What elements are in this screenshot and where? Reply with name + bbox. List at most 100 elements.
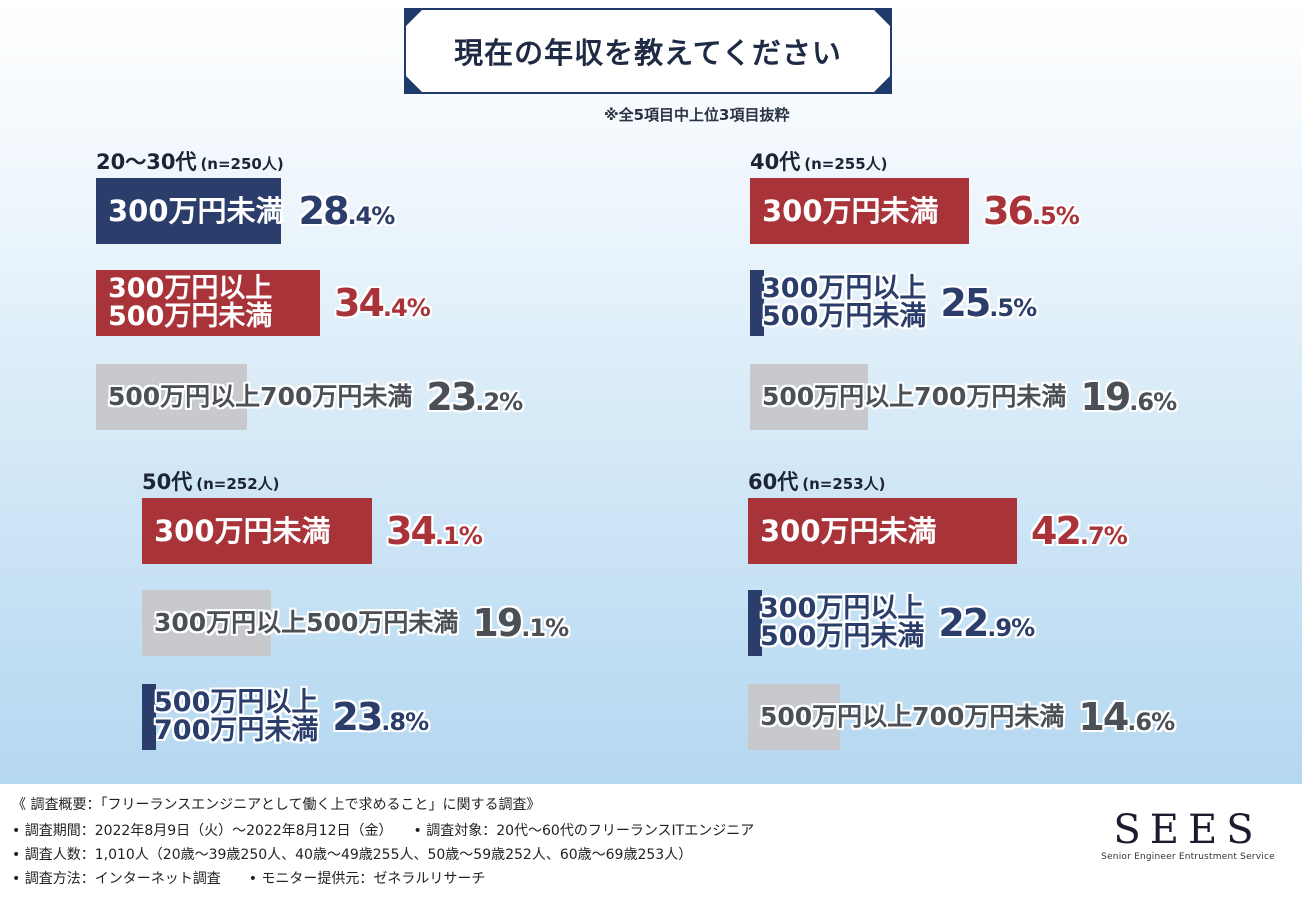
bar-value: 28.4% bbox=[298, 178, 396, 244]
group-sample-size: (n=255人) bbox=[804, 155, 888, 173]
bar bbox=[750, 364, 868, 430]
bar-row: 500万円以上 700万円未満 23.8% bbox=[142, 684, 702, 750]
bar-value: 34.4% bbox=[334, 270, 431, 336]
bar-label: 300万円未満 bbox=[760, 513, 937, 548]
title-box: 現在の年収を教えてください bbox=[404, 8, 892, 94]
value-decimal: .1% bbox=[434, 522, 483, 550]
bar bbox=[96, 270, 320, 336]
bar-label: 300万円以上 500万円未満 bbox=[762, 272, 927, 332]
corner-decoration bbox=[873, 9, 891, 27]
bar-value: 42.7% bbox=[1031, 498, 1128, 564]
bar-row: 500万円以上700万円未満 23.2% bbox=[96, 364, 656, 430]
value-decimal: .6% bbox=[1127, 708, 1175, 736]
bar-row: 300万円以上 500万円未満 25.5% bbox=[750, 270, 1302, 336]
logo-text: SEES bbox=[1113, 807, 1263, 853]
value-integer: 23 bbox=[426, 375, 477, 419]
value-integer: 14 bbox=[1078, 695, 1129, 739]
bar bbox=[142, 498, 372, 564]
bar-label: 300万円以上 500万円未満 bbox=[760, 592, 925, 652]
group-age-label: 40代 bbox=[750, 150, 801, 174]
bar-label: 300万円未満 bbox=[762, 193, 939, 228]
bar bbox=[750, 178, 969, 244]
value-decimal: .5% bbox=[989, 294, 1037, 322]
survey-footer: 《 調査概要：「フリーランスエンジニアとして働く上で求めること」に関する調査》 … bbox=[0, 784, 1302, 900]
value-integer: 22 bbox=[938, 601, 989, 645]
bar-label: 300万円未満 bbox=[108, 193, 285, 228]
bar-row: 300万円未満 36.5% bbox=[750, 178, 1302, 244]
bar-value: 36.5% bbox=[983, 178, 1080, 244]
group-heading: 60代 (n=253人) bbox=[748, 466, 886, 496]
bar-label: 300万円以上500万円未満 bbox=[154, 607, 459, 637]
footer-line: 《 調査概要：「フリーランスエンジニアとして働く上で求めること」に関する調査》 bbox=[12, 797, 541, 813]
bar-row: 500万円以上700万円未満 19.6% bbox=[750, 364, 1302, 430]
group-age-label: 60代 bbox=[748, 470, 799, 494]
bar-label: 300万円以上 500万円未満 bbox=[108, 272, 273, 332]
bar-row: 300万円未満 42.7% bbox=[748, 498, 1302, 564]
value-integer: 36 bbox=[983, 189, 1034, 233]
sees-logo: SEES Senior Engineer Entrustment Service bbox=[1098, 808, 1278, 862]
bar-row: 300万円以上500万円未満 19.1% bbox=[142, 590, 702, 656]
group-heading: 20〜30代 (n=250人) bbox=[96, 146, 284, 176]
group-heading: 40代 (n=255人) bbox=[750, 146, 888, 176]
value-decimal: .9% bbox=[987, 614, 1035, 642]
corner-decoration bbox=[405, 9, 423, 27]
bar-row: 300万円以上 500万円未満 34.4% bbox=[96, 270, 656, 336]
footer-line: • 調査期間：2022年8月9日（火）〜2022年8月12日（金） • 調査対象… bbox=[12, 823, 755, 839]
bar-value: 23.8% bbox=[332, 684, 429, 750]
value-decimal: .6% bbox=[1129, 388, 1177, 416]
note-text: ※全5項目中上位3項目抜粋 bbox=[604, 106, 790, 124]
bar-label: 500万円以上700万円未満 bbox=[760, 701, 1065, 731]
corner-decoration bbox=[873, 75, 891, 93]
bar bbox=[750, 270, 764, 336]
group-age-label: 50代 bbox=[142, 470, 193, 494]
group-age-label: 20〜30代 bbox=[96, 150, 197, 174]
bar bbox=[142, 684, 156, 750]
bar-label: 300万円未満 bbox=[154, 513, 331, 548]
value-integer: 34 bbox=[386, 509, 437, 553]
bar bbox=[142, 590, 271, 656]
bar-value: 19.1% bbox=[472, 590, 569, 656]
value-integer: 23 bbox=[332, 695, 383, 739]
value-integer: 42 bbox=[1031, 509, 1082, 553]
value-decimal: .4% bbox=[382, 294, 431, 322]
group-sample-size: (n=250人) bbox=[200, 155, 284, 173]
value-integer: 19 bbox=[472, 601, 523, 645]
value-integer: 19 bbox=[1080, 375, 1131, 419]
value-decimal: .7% bbox=[1079, 522, 1128, 550]
bar-label: 500万円以上 700万円未満 bbox=[154, 686, 319, 746]
bar-row: 500万円以上700万円未満 14.6% bbox=[748, 684, 1302, 750]
bar bbox=[96, 364, 247, 430]
value-decimal: .1% bbox=[521, 614, 569, 642]
bar-row: 300万円未満 28.4% bbox=[96, 178, 656, 244]
logo-subtitle: Senior Engineer Entrustment Service bbox=[1101, 852, 1275, 862]
value-decimal: .8% bbox=[381, 708, 429, 736]
bar-value: 19.6% bbox=[1080, 364, 1177, 430]
footer-line: • 調査人数：1,010人（20歳〜39歳250人、40歳〜49歳255人、50… bbox=[12, 847, 693, 863]
corner-decoration bbox=[405, 75, 423, 93]
bar bbox=[748, 498, 1017, 564]
bar-value: 23.2% bbox=[426, 364, 523, 430]
bar-value: 25.5% bbox=[940, 270, 1037, 336]
group-sample-size: (n=253人) bbox=[802, 475, 886, 493]
bar-row: 300万円以上 500万円未満 22.9% bbox=[748, 590, 1302, 656]
bar-row: 300万円未満 34.1% bbox=[142, 498, 702, 564]
group-sample-size: (n=252人) bbox=[196, 475, 280, 493]
value-integer: 34 bbox=[334, 281, 385, 325]
bar bbox=[748, 684, 840, 750]
value-decimal: .4% bbox=[347, 202, 395, 230]
bar-value: 34.1% bbox=[386, 498, 483, 564]
bar bbox=[96, 178, 281, 244]
value-decimal: .5% bbox=[1031, 202, 1080, 230]
bar-label: 500万円以上700万円未満 bbox=[108, 381, 413, 411]
bar bbox=[748, 590, 762, 656]
bar-label: 500万円以上700万円未満 bbox=[762, 381, 1067, 411]
value-integer: 28 bbox=[298, 189, 350, 233]
footer-line: • 調査方法：インターネット調査 • モニター提供元：ゼネラルリサーチ bbox=[12, 871, 486, 887]
bar-value: 14.6% bbox=[1078, 684, 1175, 750]
bar-value: 22.9% bbox=[938, 590, 1035, 656]
chart-title: 現在の年収を教えてください bbox=[454, 36, 842, 70]
value-decimal: .2% bbox=[475, 388, 523, 416]
value-integer: 25 bbox=[940, 281, 991, 325]
group-heading: 50代 (n=252人) bbox=[142, 466, 280, 496]
